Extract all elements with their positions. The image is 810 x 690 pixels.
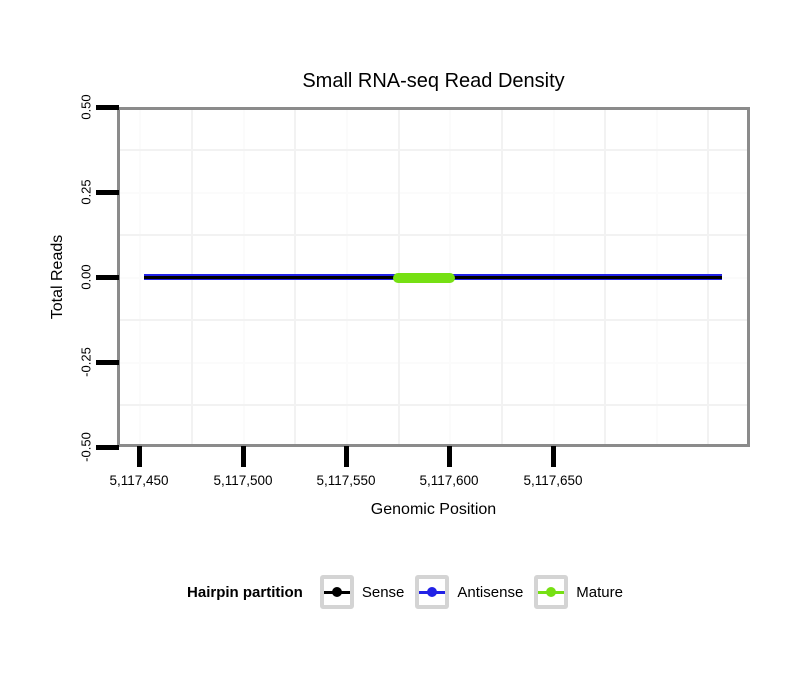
legend: Hairpin partition Sense Antisense Mature: [0, 574, 810, 610]
sense-dot-icon: [331, 587, 342, 597]
legend-entry-sense: Sense: [319, 575, 405, 609]
y-tick-label: -0.50: [78, 432, 94, 462]
legend-key-antisense: [415, 575, 450, 609]
x-tick-mark: [343, 446, 349, 467]
gridline-minor-h: [120, 319, 747, 321]
y-axis-title: Total Reads: [49, 234, 66, 320]
x-tick-label: 5,117,500: [213, 473, 273, 488]
legend-key-mature: [534, 575, 569, 609]
gridline-minor-h: [120, 234, 747, 236]
y-tick-label: 0.25: [78, 179, 94, 205]
gridline-major-h: [120, 192, 747, 194]
legend-entry-mature: Mature: [534, 575, 623, 609]
y-tick-label: 0.50: [78, 94, 94, 120]
x-tick-mark: [136, 446, 142, 467]
y-tick-label: -0.25: [78, 347, 94, 377]
y-tick-mark: [96, 274, 119, 280]
x-tick-label: 5,117,650: [523, 473, 583, 488]
mature-segment: [393, 272, 455, 283]
legend-label-antisense: Antisense: [457, 583, 524, 601]
chart-title: Small RNA-seq Read Density: [302, 70, 565, 92]
y-tick-label: 0.00: [78, 264, 94, 290]
x-tick-label: 5,117,450: [109, 473, 169, 488]
legend-label-sense: Sense: [361, 583, 405, 601]
y-tick-mark: [96, 104, 119, 110]
y-tick-mark: [96, 444, 119, 450]
legend-entry-antisense: Antisense: [415, 575, 523, 609]
x-tick-mark: [446, 446, 452, 467]
legend-key-sense: [319, 575, 354, 609]
gridline-minor-h: [120, 149, 747, 151]
gridline-minor-h: [120, 404, 747, 406]
y-tick-mark: [96, 359, 119, 365]
x-tick-mark: [550, 446, 556, 467]
legend-label-mature: Mature: [576, 583, 623, 601]
mature-dot-icon: [546, 587, 557, 597]
x-axis-title: Genomic Position: [370, 501, 497, 518]
legend-title: Hairpin partition: [187, 583, 303, 601]
x-tick-label: 5,117,550: [316, 473, 376, 488]
plot-panel: [117, 107, 750, 447]
y-tick-mark: [96, 189, 119, 195]
x-tick-mark: [240, 446, 246, 467]
gridline-major-h: [120, 362, 747, 364]
antisense-dot-icon: [427, 587, 438, 597]
x-tick-label: 5,117,600: [419, 473, 479, 488]
